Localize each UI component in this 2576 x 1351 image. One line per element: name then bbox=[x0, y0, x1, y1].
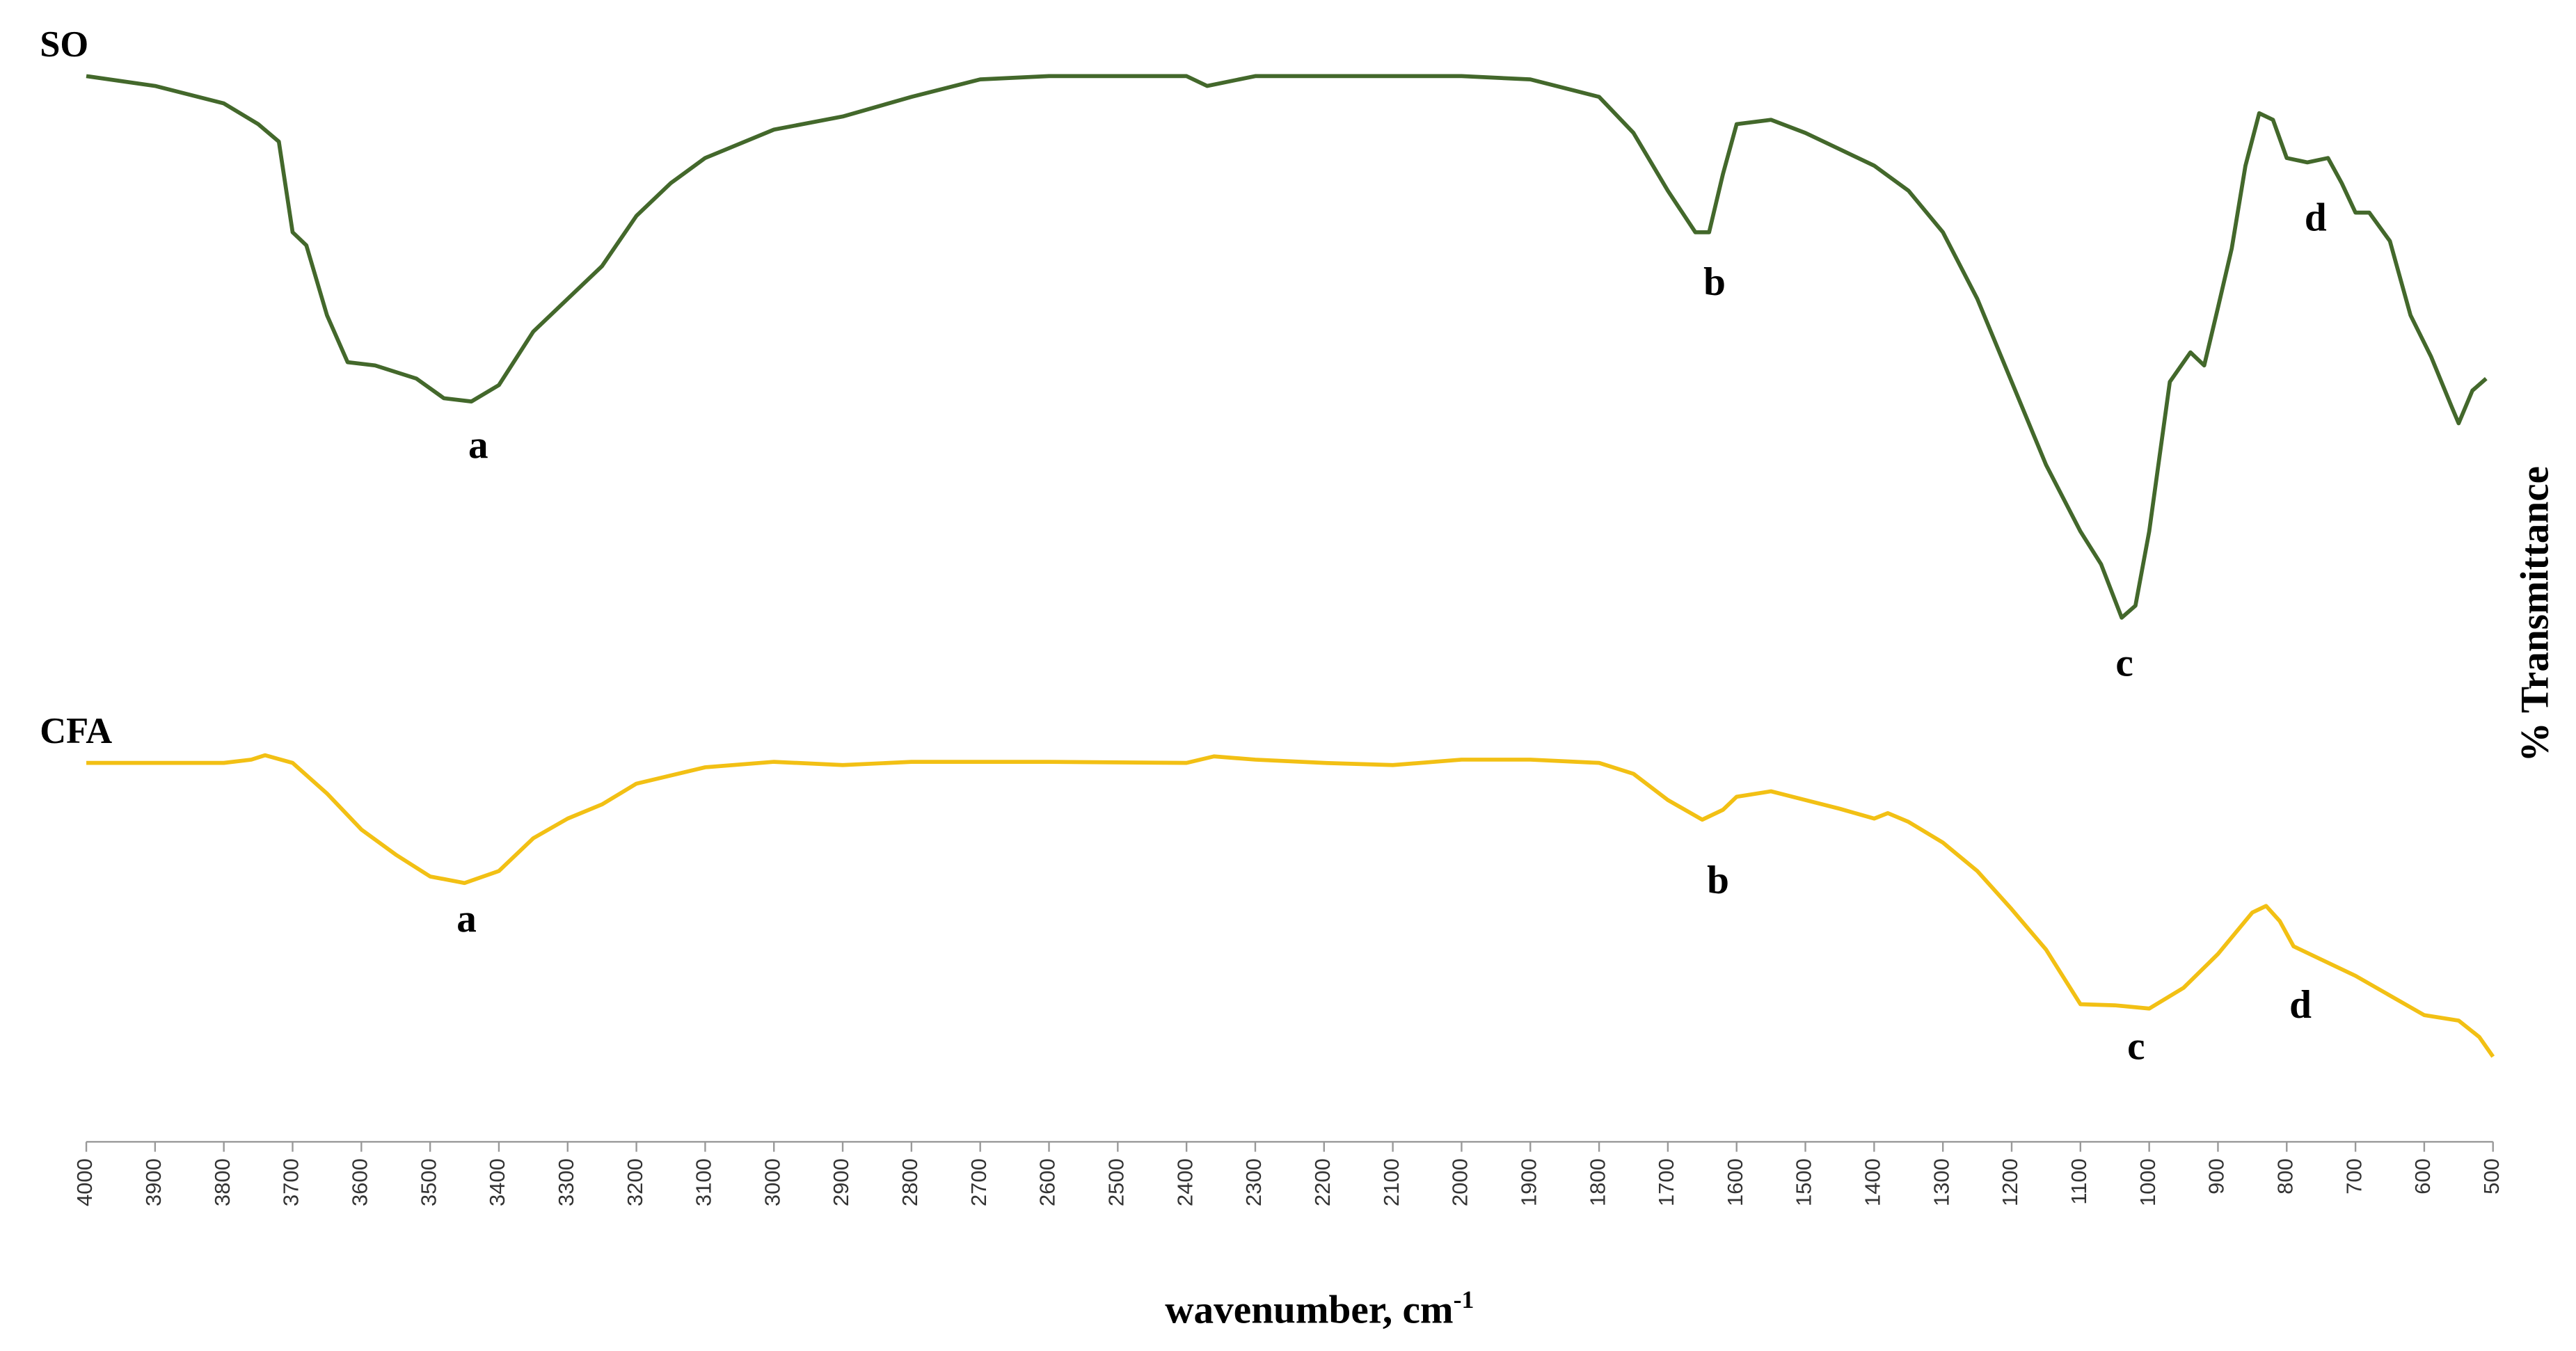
peak-label: c bbox=[2115, 641, 2133, 685]
x-tick-label: 2100 bbox=[1379, 1158, 1404, 1206]
x-tick-label: 4000 bbox=[72, 1158, 97, 1206]
x-tick-label: 2600 bbox=[1035, 1158, 1060, 1206]
x-tick-label: 2400 bbox=[1172, 1158, 1197, 1206]
x-tick-label: 1200 bbox=[1998, 1158, 2022, 1206]
peak-label: d bbox=[2289, 983, 2312, 1027]
x-tick-label: 900 bbox=[2204, 1158, 2229, 1194]
x-tick-label: 3700 bbox=[279, 1158, 303, 1206]
x-tick-label: 3000 bbox=[760, 1158, 784, 1206]
x-tick-label: 3300 bbox=[554, 1158, 578, 1206]
x-tick-label: 3100 bbox=[692, 1158, 716, 1206]
peak-label: b bbox=[1707, 858, 1729, 902]
x-tick-label: 1700 bbox=[1654, 1158, 1678, 1206]
peak-label: c bbox=[2127, 1025, 2145, 1069]
x-tick-label: 800 bbox=[2273, 1158, 2297, 1194]
x-axis-label-text: wavenumber, cm bbox=[1165, 1288, 1453, 1332]
peak-label: b bbox=[1703, 260, 1726, 304]
peak-label: a bbox=[456, 897, 477, 941]
x-tick-label: 2800 bbox=[898, 1158, 922, 1206]
x-tick-label: 1500 bbox=[1792, 1158, 1816, 1206]
x-tick-label: 2900 bbox=[829, 1158, 853, 1206]
x-tick-label: 1000 bbox=[2136, 1158, 2160, 1206]
x-tick-label: 1100 bbox=[2067, 1158, 2091, 1205]
x-tick-label: 500 bbox=[2479, 1158, 2504, 1194]
x-tick-label: 3400 bbox=[485, 1158, 509, 1206]
x-tick-label: 1900 bbox=[1516, 1158, 1541, 1206]
x-tick-label: 700 bbox=[2342, 1158, 2366, 1194]
x-tick-label: 3600 bbox=[348, 1158, 372, 1206]
x-tick-label: 1400 bbox=[1861, 1158, 1885, 1206]
series-label: CFA bbox=[40, 711, 112, 751]
series-line bbox=[86, 753, 2495, 1058]
x-tick-label: 3900 bbox=[141, 1158, 166, 1206]
peak-label: a bbox=[468, 423, 488, 467]
x-tick-label: 600 bbox=[2410, 1158, 2435, 1194]
x-tick-label: 1300 bbox=[1929, 1158, 1953, 1206]
x-tick-label: 2200 bbox=[1310, 1158, 1335, 1206]
x-tick-label: 1600 bbox=[1723, 1158, 1747, 1206]
x-tick-label: 3800 bbox=[210, 1158, 234, 1206]
x-tick-label: 2700 bbox=[967, 1158, 991, 1206]
x-tick-label: 3500 bbox=[416, 1158, 440, 1206]
x-tick-label: 1800 bbox=[1585, 1158, 1609, 1206]
peak-label: d bbox=[2305, 195, 2327, 239]
x-tick-label: 2300 bbox=[1241, 1158, 1266, 1206]
series-label: SO bbox=[40, 24, 88, 65]
y-axis-label: % Transmittance bbox=[2513, 466, 2557, 762]
x-tick-label: 2000 bbox=[1448, 1158, 1472, 1206]
x-axis-label: wavenumber, cm-1 bbox=[1165, 1286, 1474, 1332]
x-axis-label-superscript: -1 bbox=[1454, 1286, 1474, 1313]
x-tick-label: 2500 bbox=[1104, 1158, 1129, 1206]
x-tick-label: 3200 bbox=[623, 1158, 647, 1206]
series-line bbox=[86, 74, 2488, 620]
